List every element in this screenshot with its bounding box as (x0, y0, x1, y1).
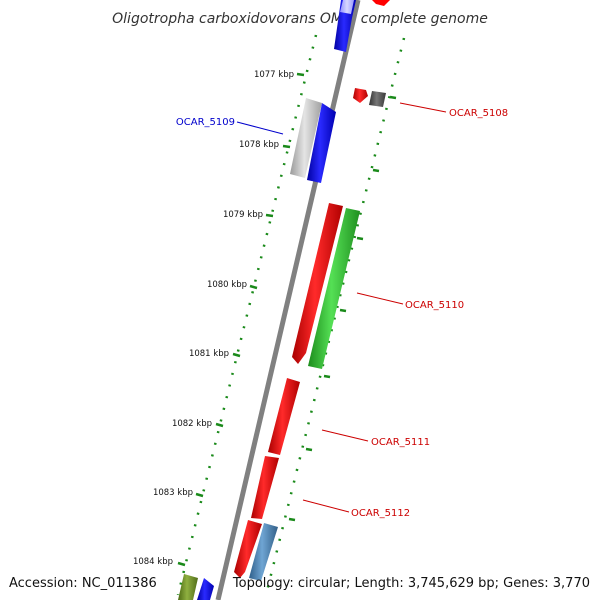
gene-gray-light (290, 98, 322, 178)
gene-bottom-red (234, 520, 262, 578)
leader-ocar-5112 (302, 499, 350, 513)
leader-ocar-5110 (356, 292, 404, 305)
gene-label-ocar-5111[interactable]: OCAR_5111 (371, 437, 430, 448)
tick-label: 1084 kbp (133, 557, 173, 567)
tick-marks (177, 72, 305, 567)
tick-1078 (282, 144, 291, 149)
inner-dotted-ring (176, 34, 318, 596)
tick-label: 1079 kbp (223, 210, 263, 220)
leader-ocar-5108 (399, 102, 447, 113)
tick-1077 (296, 72, 305, 77)
tick-1079 (265, 213, 274, 218)
leader-ocar-5111 (321, 429, 369, 442)
gene-ocar-5108-dark (369, 91, 386, 107)
gene-label-ocar-5110[interactable]: OCAR_5110 (405, 300, 464, 311)
gene-label-ocar-5112[interactable]: OCAR_5112 (351, 508, 410, 519)
gene-bottom-steelblue (249, 523, 278, 581)
tick-label: 1081 kbp (189, 349, 229, 359)
gene-top-lavender (340, 0, 354, 14)
gene-ocar-5110-red (292, 203, 343, 364)
tick-1084 (177, 561, 186, 567)
gene-ocar-5112 (251, 456, 279, 519)
tick-label: 1077 kbp (254, 70, 294, 80)
outer-ring-marks (288, 95, 397, 522)
gene-label-ocar-5109[interactable]: OCAR_5109 (176, 117, 235, 128)
genome-backbone (215, 0, 361, 600)
gene-ocar-5111 (268, 378, 300, 455)
gene-ocar-5110-green (308, 208, 360, 369)
accession-text: Accession: NC_011386 (9, 576, 157, 591)
tick-1080 (249, 284, 258, 290)
leader-ocar-5109 (236, 121, 284, 135)
tick-1082 (215, 422, 224, 428)
gene-label-ocar-5108[interactable]: OCAR_5108 (449, 108, 508, 119)
gene-ocar-5108-red (353, 88, 368, 103)
tick-label: 1082 kbp (172, 419, 212, 429)
gene-ocar-5109 (307, 103, 336, 183)
tick-label: 1080 kbp (207, 280, 247, 290)
tick-1081 (232, 352, 241, 358)
tick-1083 (195, 492, 204, 498)
map-title: Oligotropha carboxidovorans OM5, complet… (112, 11, 488, 27)
gene-bottom-olive (178, 574, 198, 600)
tick-label: 1083 kbp (153, 488, 193, 498)
gene-bottom-blue (197, 578, 214, 600)
topology-summary: Topology: circular; Length: 3,745,629 bp… (232, 576, 590, 591)
tick-label: 1078 kbp (239, 140, 279, 150)
gene-top-red (372, 0, 390, 6)
